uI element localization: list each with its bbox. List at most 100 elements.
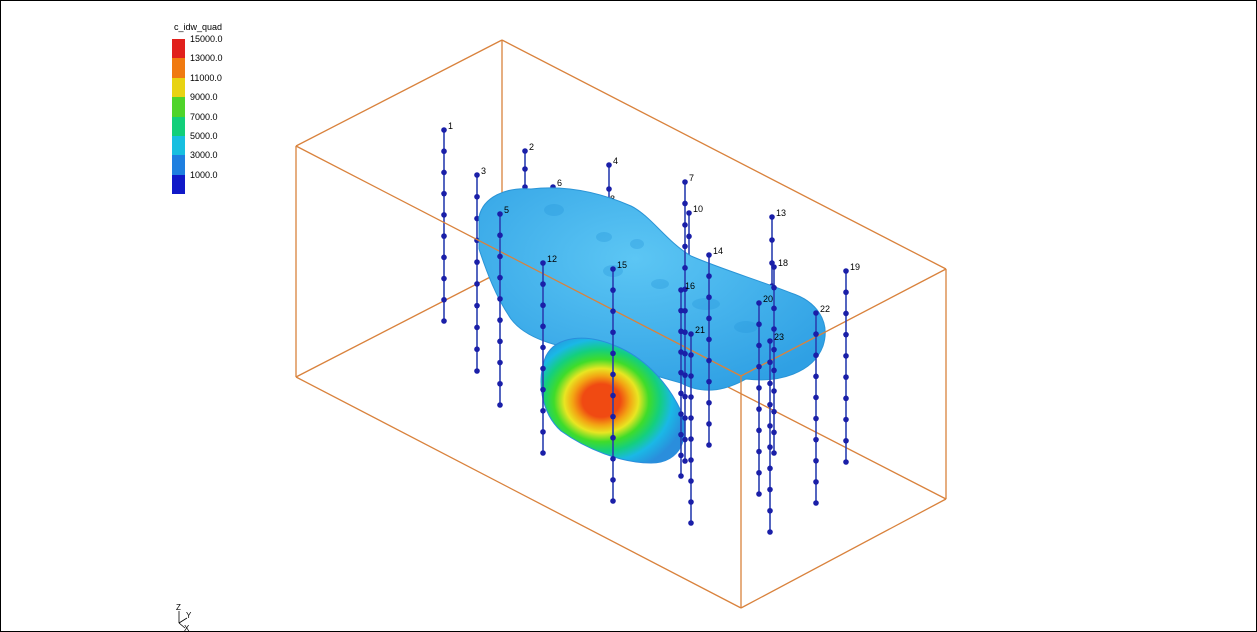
legend-label: 13000.0 xyxy=(190,53,223,64)
well-label: 3 xyxy=(481,166,486,176)
sample-point xyxy=(843,437,849,444)
sample-point xyxy=(540,429,546,435)
sample-point xyxy=(497,338,503,345)
sample-point xyxy=(706,252,712,258)
sample-point xyxy=(688,394,694,400)
sample-point xyxy=(813,394,819,401)
sample-point xyxy=(706,294,712,301)
well-label: 4 xyxy=(613,156,618,166)
sample-point xyxy=(706,399,712,406)
sample-point xyxy=(706,273,712,279)
well-label: 20 xyxy=(763,294,773,304)
well-20[interactable]: 20 xyxy=(756,294,773,497)
well-1[interactable]: 1 xyxy=(441,121,453,324)
sample-point xyxy=(813,310,819,316)
well-12[interactable]: 12 xyxy=(540,254,557,456)
sample-point xyxy=(540,281,546,287)
sample-point xyxy=(843,331,849,338)
sample-point xyxy=(706,315,712,322)
well-15[interactable]: 15 xyxy=(610,260,627,504)
sample-point xyxy=(678,390,684,397)
sample-point xyxy=(606,162,612,168)
sample-point xyxy=(540,386,546,393)
sample-point xyxy=(706,336,712,343)
well-14[interactable]: 14 xyxy=(706,246,723,448)
legend-entry: 3000.0 xyxy=(172,150,252,175)
well-label: 18 xyxy=(778,258,788,268)
sample-point xyxy=(678,452,684,459)
well-label: 16 xyxy=(685,281,695,291)
sample-point xyxy=(540,344,546,351)
sample-point xyxy=(756,406,762,412)
sample-point xyxy=(678,328,684,335)
sample-point xyxy=(610,308,616,314)
legend-entry: 7000.0 xyxy=(172,112,252,136)
sample-point xyxy=(771,408,777,415)
sample-point xyxy=(688,457,694,463)
legend-entry: 11000.0 xyxy=(172,73,252,98)
well-22[interactable]: 22 xyxy=(813,304,830,506)
sample-point xyxy=(497,380,503,387)
sample-point xyxy=(843,416,849,423)
sample-point xyxy=(771,450,777,456)
sample-point xyxy=(474,281,480,287)
well-16[interactable]: 16 xyxy=(678,281,695,479)
legend-entry: 13000.0 xyxy=(172,53,252,78)
sample-point xyxy=(678,431,684,438)
sample-point xyxy=(688,373,694,379)
sample-point xyxy=(678,411,684,417)
sample-point xyxy=(540,450,546,456)
sample-point xyxy=(756,300,762,306)
sample-point xyxy=(767,444,773,450)
legend-entry: 1000.0 xyxy=(172,170,252,195)
legend-label: 3000.0 xyxy=(190,150,218,161)
well-7[interactable]: 7 xyxy=(682,173,694,464)
sample-point xyxy=(678,349,684,355)
legend-entry: 9000.0 xyxy=(172,92,252,117)
sample-point xyxy=(767,486,773,493)
sample-point xyxy=(843,268,849,274)
sample-point xyxy=(540,260,546,266)
well-label: 10 xyxy=(693,204,703,214)
legend-entry: 15000.0 xyxy=(172,34,252,59)
well-23[interactable]: 23 xyxy=(767,332,784,535)
sample-point xyxy=(771,388,777,394)
sample-point xyxy=(686,233,692,240)
sample-point xyxy=(610,392,616,399)
sample-point xyxy=(756,321,762,328)
well-3[interactable]: 3 xyxy=(474,166,486,374)
sample-point xyxy=(767,507,773,514)
sample-point xyxy=(610,498,616,504)
sample-point xyxy=(756,363,762,370)
sample-point xyxy=(497,274,503,281)
plume-shading xyxy=(544,204,758,333)
sample-point xyxy=(706,442,712,448)
sample-point xyxy=(771,326,777,332)
legend-swatch xyxy=(172,155,185,175)
sample-point xyxy=(540,365,546,372)
sample-point xyxy=(771,367,777,374)
sample-point xyxy=(813,436,819,443)
sample-point xyxy=(497,317,503,323)
sample-point xyxy=(682,415,688,421)
sample-point xyxy=(474,193,480,200)
well-21[interactable]: 21 xyxy=(688,325,705,526)
legend-title: c_idw_quad xyxy=(174,22,223,32)
well-label: 19 xyxy=(850,262,860,272)
wells-front: 5 7 12 14 15 16 18 19 20 21 22 23 xyxy=(497,173,860,535)
legend-label: 9000.0 xyxy=(190,92,218,103)
well-2[interactable]: 2 xyxy=(522,142,534,190)
sample-point xyxy=(474,324,480,331)
sample-point xyxy=(767,380,773,387)
well-5[interactable]: 5 xyxy=(497,205,509,408)
sample-point xyxy=(497,359,503,366)
sample-point xyxy=(769,237,775,243)
axis-triad: Z Y X xyxy=(176,603,192,631)
well-18[interactable]: 18 xyxy=(771,258,788,456)
well-19[interactable]: 19 xyxy=(843,262,860,465)
sample-point xyxy=(540,302,546,309)
sample-point xyxy=(843,395,849,402)
bounding-box-front xyxy=(295,145,947,609)
